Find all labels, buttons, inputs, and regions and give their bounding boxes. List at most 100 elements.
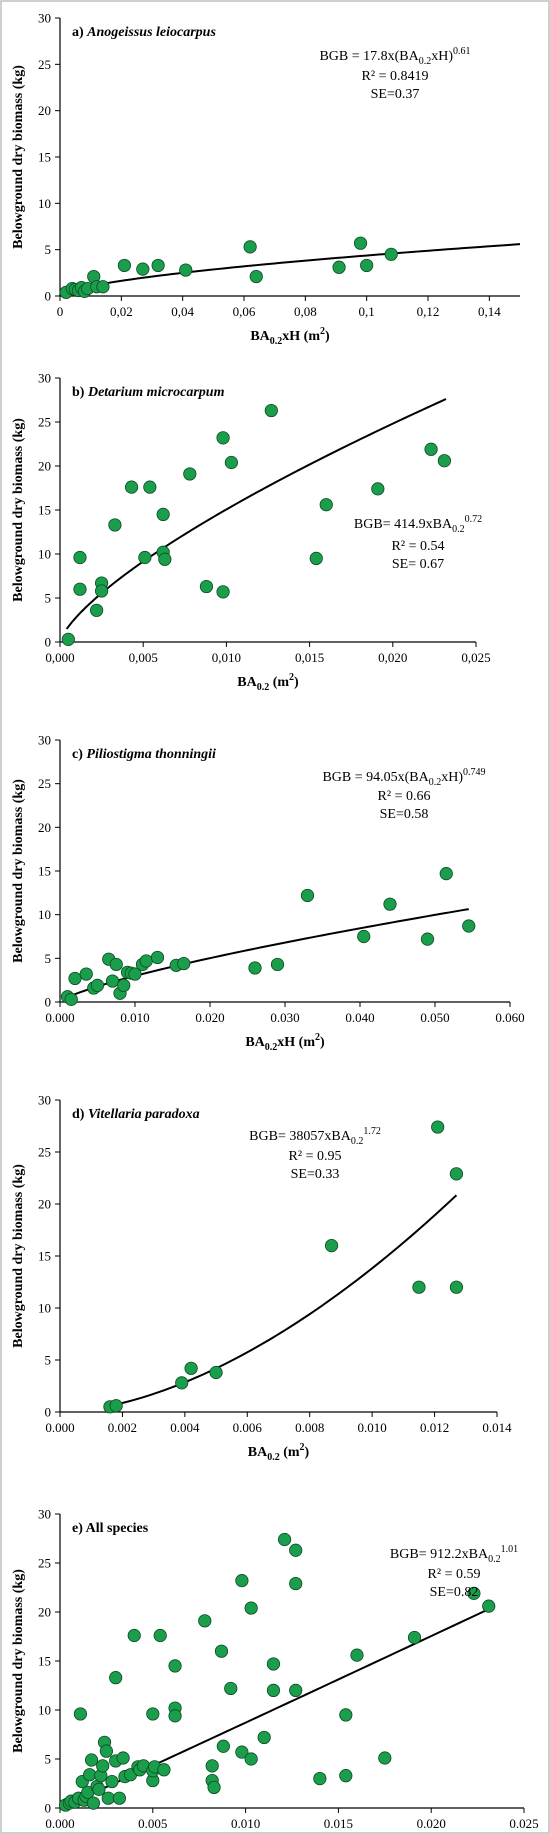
data-point <box>360 258 374 273</box>
data-point <box>357 929 371 944</box>
data-point <box>83 1768 97 1782</box>
y-tick-label: 15 <box>38 1654 51 1669</box>
data-point <box>151 258 165 273</box>
x-tick-label: 0.002 <box>108 1420 137 1435</box>
data-point <box>300 888 315 903</box>
x-tick-label: 0 <box>57 304 64 319</box>
y-tick-label: 10 <box>38 547 51 562</box>
y-tick-label: 5 <box>45 242 52 257</box>
data-point <box>116 1751 130 1765</box>
y-axis-label: Belowground dry biomass (kg) <box>11 1164 26 1348</box>
data-point <box>105 974 120 988</box>
y-tick-label: 5 <box>45 1353 52 1368</box>
data-point <box>324 1239 339 1253</box>
data-point <box>90 603 104 617</box>
x-tick-label: 0.060 <box>495 1010 524 1025</box>
y-tick-label: 10 <box>38 196 51 211</box>
panel-5: 0 5 10 15 20 25 30 0.000 0.005 0.010 0.015 0.020 0.0… <box>11 1507 539 1832</box>
panel-title: c) Piliostigma thonningii <box>72 747 216 762</box>
x-tick-label: 0.040 <box>345 1010 374 1025</box>
data-point <box>214 1644 229 1658</box>
x-tick-label: 0,14 <box>478 304 501 319</box>
data-point <box>127 1628 141 1643</box>
data-point <box>244 1752 258 1766</box>
data-point <box>179 263 193 277</box>
y-tick-label: 25 <box>38 415 51 430</box>
equation: BGB = 17.8x(BA0.2xH)0.61 <box>319 46 470 67</box>
fit-curve <box>65 398 447 630</box>
x-tick-label: 0.004 <box>170 1420 200 1435</box>
standard-error: SE=0.58 <box>380 807 429 822</box>
y-tick-label: 0 <box>45 635 52 650</box>
x-tick-label: 0,02 <box>110 304 133 319</box>
panel-title: b) Detarium microcarpum <box>72 385 225 400</box>
data-point <box>205 1759 219 1773</box>
data-point <box>153 1628 167 1643</box>
x-tick-label: 0,000 <box>45 650 74 665</box>
data-point <box>109 957 123 972</box>
data-point <box>350 1648 364 1662</box>
data-point <box>139 954 153 968</box>
x-tick-label: 0,020 <box>378 650 407 665</box>
panel-title: a) Anogeissus leiocarpus <box>72 25 216 40</box>
y-tick-label: 0 <box>45 995 52 1010</box>
data-point <box>109 1399 123 1413</box>
x-tick-label: 0.010 <box>231 1816 260 1831</box>
fit-curve <box>62 243 521 295</box>
y-tick-label: 10 <box>38 1301 51 1316</box>
data-point <box>73 1707 88 1721</box>
panel-title: e) All species <box>72 1521 149 1536</box>
data-point <box>243 240 257 254</box>
data-point <box>309 551 323 566</box>
data-point <box>420 932 435 946</box>
data-point <box>156 507 170 522</box>
y-tick-label: 5 <box>45 951 52 966</box>
data-point <box>449 1280 464 1294</box>
data-point <box>277 1532 292 1547</box>
data-point <box>235 1574 249 1588</box>
panel-title: d) Vitellaria paradoxa <box>72 1107 200 1122</box>
data-point <box>266 1657 281 1671</box>
x-tick-label: 0.010 <box>358 1420 387 1435</box>
x-tick-label: 0.014 <box>482 1420 512 1435</box>
data-point <box>168 1659 182 1673</box>
y-axis-label: Belowground dry biomass (kg) <box>11 1569 26 1753</box>
x-tick-label: 0,015 <box>295 650 324 665</box>
data-point <box>332 260 346 274</box>
data-point <box>99 1744 114 1758</box>
data-point <box>86 1796 101 1810</box>
data-point <box>143 480 157 494</box>
data-point <box>224 455 238 470</box>
data-point <box>235 1745 249 1759</box>
y-tick-label: 0 <box>45 289 52 304</box>
y-tick-label: 15 <box>38 150 51 165</box>
fit-curve <box>106 1194 458 1408</box>
data-point <box>61 632 75 646</box>
data-point <box>249 269 263 284</box>
data-point <box>371 482 385 496</box>
x-tick-label: 0.050 <box>420 1010 449 1025</box>
data-point <box>257 1730 271 1745</box>
data-point <box>224 1681 238 1696</box>
data-point <box>431 1120 445 1134</box>
x-tick-label: 0.000 <box>45 1420 74 1435</box>
data-point <box>313 1772 327 1786</box>
x-tick-label: 0.025 <box>509 1816 538 1831</box>
y-tick-label: 15 <box>38 1249 51 1264</box>
data-point <box>289 1576 303 1591</box>
data-point <box>96 1759 110 1773</box>
data-point <box>270 957 285 972</box>
data-point <box>264 403 278 418</box>
data-point <box>112 1791 126 1805</box>
equation: BGB= 414.9xBA0.20.72 <box>354 514 482 535</box>
data-point <box>177 956 191 971</box>
y-axis-label: Belowground dry biomass (kg) <box>11 418 26 602</box>
x-tick-label: 0.012 <box>420 1420 449 1435</box>
data-point <box>109 1671 123 1685</box>
data-point <box>117 978 131 993</box>
data-point <box>84 1753 99 1767</box>
r-squared: R² = 0.95 <box>289 1149 342 1164</box>
y-tick-label: 30 <box>38 733 51 748</box>
